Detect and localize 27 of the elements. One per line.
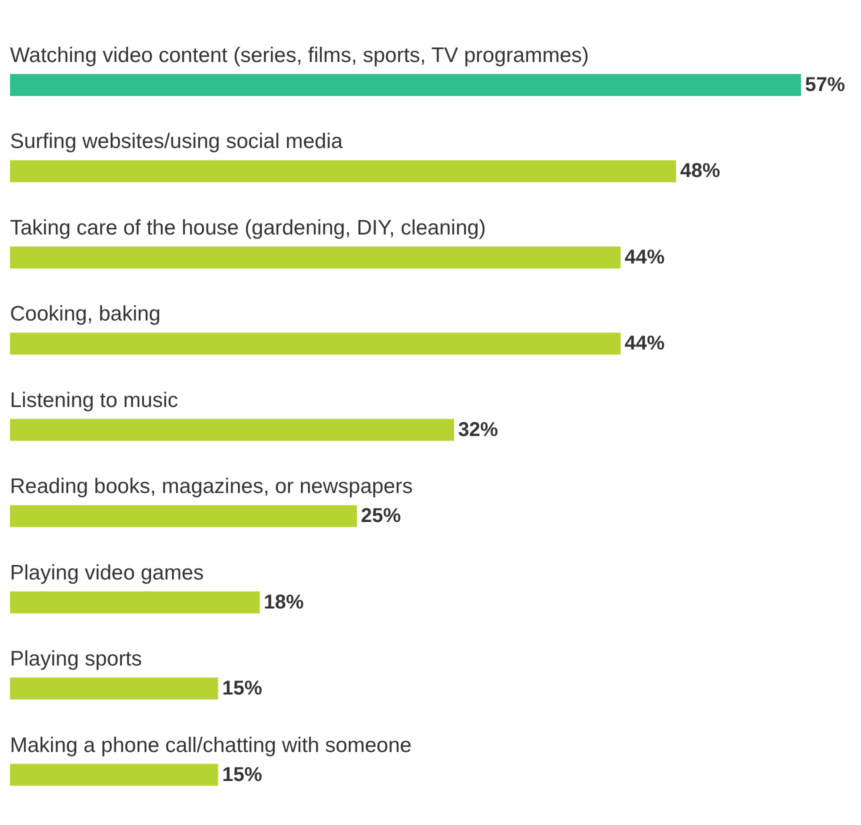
y-tick-label: Listening to music [10,388,178,412]
data-label: 32% [458,418,498,441]
data-label: 15% [222,678,262,700]
data-label: 15% [222,764,262,786]
y-tick-label: Reading books, magazines, or newspapers [10,475,413,498]
bar [10,418,454,441]
data-label: 25% [360,505,402,528]
bar [10,246,621,268]
data-label: 44% [624,246,665,268]
bar [10,591,260,614]
data-label: 57% [805,74,846,96]
bar [10,160,676,182]
bar [10,332,621,355]
bar [10,678,218,700]
y-tick-label: Playing sports [10,648,142,671]
bar [10,505,357,528]
y-tick-label: Watching video content (series, films, sports, TV programmes) [10,44,589,67]
y-tick-label: Playing video games [10,561,204,584]
data-label: 18% [264,591,304,614]
bar [10,74,801,96]
y-tick-label: Taking care of the house (gardening, DIY, cleaning) [10,216,486,240]
y-tick-label: Surfing websites/using social media [10,130,343,154]
data-label: 44% [624,332,665,355]
y-tick-label: Cooking, baking [10,302,161,326]
data-label: 48% [680,160,720,182]
bar [10,764,218,786]
y-tick-label: Making a phone call/chatting with someone [10,734,412,757]
